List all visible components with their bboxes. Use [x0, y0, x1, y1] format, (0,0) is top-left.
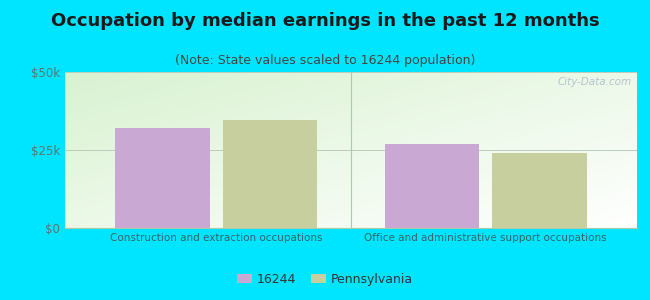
- Text: (Note: State values scaled to 16244 population): (Note: State values scaled to 16244 popu…: [175, 54, 475, 67]
- Text: Occupation by median earnings in the past 12 months: Occupation by median earnings in the pas…: [51, 12, 599, 30]
- Bar: [116, 128, 210, 228]
- Bar: [385, 144, 479, 228]
- Bar: [223, 120, 317, 228]
- Bar: [492, 153, 586, 228]
- Legend: 16244, Pennsylvania: 16244, Pennsylvania: [232, 268, 418, 291]
- Text: City-Data.com: City-Data.com: [557, 77, 631, 87]
